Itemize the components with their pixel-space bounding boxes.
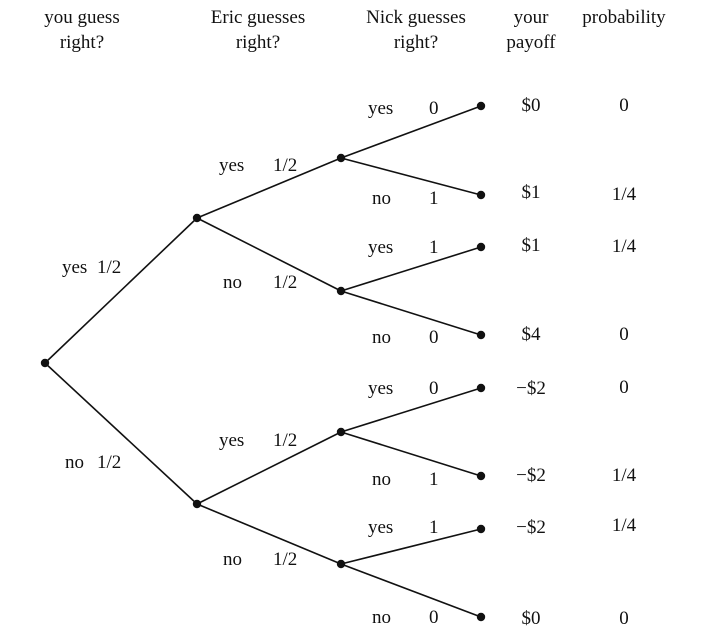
branch-prob: 0 (429, 327, 439, 348)
branch-label: no (372, 188, 391, 209)
branch-label: no (223, 272, 242, 293)
edge-leaf-6 (340, 431, 482, 477)
node-eric-2 (336, 286, 346, 296)
leaf-node (476, 101, 486, 111)
outcome-probability: 0 (619, 324, 629, 345)
payoff-value: −$2 (516, 378, 546, 399)
edge-root-yes (44, 217, 198, 364)
tree-edges (44, 105, 482, 618)
edge-a-no (196, 217, 342, 292)
edge-leaf-3 (340, 246, 482, 292)
header-payoff: payoff (506, 32, 556, 53)
payoff-value: −$2 (516, 465, 546, 486)
branch-prob: 0 (429, 98, 439, 119)
header-you-guess: you guess (44, 7, 119, 28)
edge-b-yes (196, 431, 342, 505)
node-you-yes (192, 213, 202, 223)
outcome-probability: 0 (619, 377, 629, 398)
outcome-probability: 1/4 (612, 184, 637, 205)
root-node (40, 358, 50, 368)
payoff-value: $0 (522, 95, 541, 116)
branch-prob: 1/2 (273, 549, 297, 570)
outcome-probability: 1/4 (612, 465, 637, 486)
level1-labels: yes 1/2 no 1/2 (62, 257, 121, 473)
payoff-value: $1 (522, 182, 541, 203)
level3-labels: yes 0 no 1 yes 1 no 0 yes 0 no 1 yes 1 n… (368, 98, 439, 628)
edge-leaf-4 (340, 290, 482, 336)
branch-label: no (372, 469, 391, 490)
branch-prob: 1/2 (273, 155, 297, 176)
node-eric-4 (336, 559, 346, 569)
header-nick-guesses: Nick guesses (366, 7, 466, 28)
leaf-node (476, 471, 486, 481)
payoff-value: $0 (522, 608, 541, 629)
branch-label: no (372, 327, 391, 348)
edge-leaf-2 (340, 157, 482, 196)
branch-prob: 1 (429, 469, 439, 490)
header-probability: probability (582, 7, 666, 28)
edge-leaf-7 (340, 528, 482, 565)
branch-label: no (372, 607, 391, 628)
header-your: your (514, 7, 550, 28)
branch-label: yes (219, 430, 244, 451)
branch-label: no (65, 452, 84, 473)
branch-label: yes (368, 98, 393, 119)
branch-label: yes (368, 237, 393, 258)
header-nick-right: right? (394, 32, 438, 53)
branch-prob: 1/2 (273, 430, 297, 451)
outcome-probability: 1/4 (612, 236, 637, 257)
probability-column: 0 1/4 1/4 0 0 1/4 1/4 0 (612, 95, 637, 629)
edge-a-yes (196, 157, 342, 219)
outcome-probability: 0 (619, 608, 629, 629)
branch-prob: 1 (429, 188, 439, 209)
edge-leaf-8 (340, 563, 482, 618)
leaf-node (476, 612, 486, 622)
payoff-value: $4 (522, 324, 542, 345)
payoff-value: −$2 (516, 517, 546, 538)
tree-nodes (40, 101, 486, 622)
header-eric-guesses: Eric guesses (211, 7, 305, 28)
leaf-node (476, 524, 486, 534)
edge-leaf-5 (340, 387, 482, 433)
branch-label: yes (368, 517, 393, 538)
leaf-node (476, 383, 486, 393)
leaf-node (476, 242, 486, 252)
edge-leaf-1 (340, 105, 482, 159)
branch-prob: 1/2 (97, 452, 121, 473)
branch-label: yes (368, 378, 393, 399)
branch-prob: 1 (429, 517, 439, 538)
edge-root-no (44, 362, 198, 505)
payoff-column: $0 $1 $1 $4 −$2 −$2 −$2 $0 (516, 95, 546, 629)
branch-prob: 0 (429, 607, 439, 628)
node-you-no (192, 499, 202, 509)
branch-prob: 1/2 (97, 257, 121, 278)
header-eric-right: right? (236, 32, 280, 53)
column-headers: you guess right? Eric guesses right? Nic… (44, 7, 666, 53)
outcome-probability: 0 (619, 95, 629, 116)
edge-b-no (196, 503, 342, 565)
branch-prob: 0 (429, 378, 439, 399)
level2-labels: yes 1/2 no 1/2 yes 1/2 no 1/2 (219, 155, 297, 570)
branch-label: yes (219, 155, 244, 176)
header-you-guess-right: right? (60, 32, 104, 53)
outcome-probability: 1/4 (612, 515, 637, 536)
node-eric-1 (336, 153, 346, 163)
leaf-node (476, 330, 486, 340)
branch-prob: 1/2 (273, 272, 297, 293)
branch-prob: 1 (429, 237, 439, 258)
branch-label: no (223, 549, 242, 570)
node-eric-3 (336, 427, 346, 437)
leaf-node (476, 190, 486, 200)
payoff-value: $1 (522, 235, 541, 256)
branch-label: yes (62, 257, 87, 278)
